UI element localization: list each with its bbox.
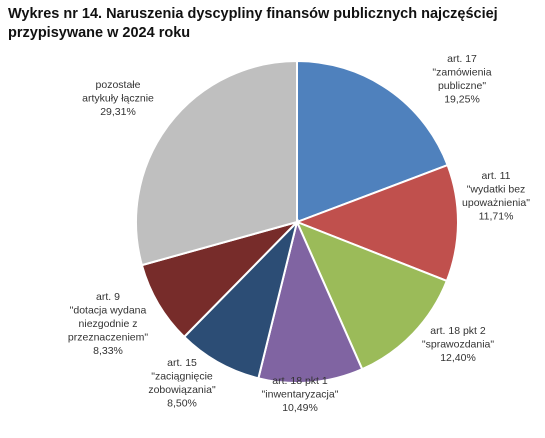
slice-label-line: publiczne" (438, 80, 486, 92)
slice-label-line: art. 9 (96, 291, 120, 303)
slice-label-line: "zaciągnięcie (151, 371, 213, 383)
slice-label-line: niezgodnie z (79, 318, 138, 330)
chart-title-line-2: przypisywane w 2024 roku (8, 25, 191, 41)
slice-label-5: art. 15 "zaciągnięcie zobowiązania" 8,50% (148, 357, 216, 410)
slice-label-line: "dotacja wydana (70, 305, 147, 317)
slice-label-line: "zamówienia (432, 67, 491, 79)
slice-value-label: 10,49% (282, 402, 318, 414)
slice-label-1: art. 17 "zamówienia publiczne" 19,25% (432, 53, 491, 106)
slice-value-label: 12,40% (440, 352, 476, 364)
slice-value-label: 11,71% (479, 211, 514, 223)
pie-slice-5 (182, 218, 299, 380)
pie-slice-2 (294, 163, 459, 283)
slice-value-label: 8,50% (167, 398, 197, 410)
slice-label-line: "inwentaryzacja" (262, 389, 339, 401)
chart-title: Wykres nr 14. Naruszenia dyscypliny fina… (8, 5, 538, 43)
pie-slice-7 (135, 59, 298, 267)
slice-label-line: przeznaczeniem" (68, 332, 148, 344)
chart-title-line-1: Wykres nr 14. Naruszenia dyscypliny fina… (8, 6, 498, 22)
slice-label-line: "sprawozdania" (422, 339, 495, 351)
pie-slice-1 (296, 59, 449, 224)
slice-label-3: art. 18 pkt 2 "sprawozdania" 12,40% (422, 325, 495, 364)
slice-label-7: pozostałe artykuły łącznie 29,31% (82, 79, 154, 118)
pie-slice-3 (295, 220, 449, 371)
slice-label-line: art. 11 (482, 170, 511, 182)
slice-value-label: 29,31% (100, 106, 136, 118)
slice-label-line: pozostałe (96, 79, 141, 91)
slice-label-line: upoważnienia" (462, 197, 530, 209)
slice-label-4: art. 18 pkt 1 "inwentaryzacja" 10,49% (262, 375, 339, 414)
slice-label-line: art. 17 (447, 53, 477, 65)
pie-slice-4 (257, 218, 364, 385)
slice-label-line: artykuły łącznie (82, 93, 154, 105)
slice-label-line: "wydatki bez (467, 184, 526, 196)
slice-label-line: art. 15 (167, 357, 197, 369)
slice-value-label: 19,25% (444, 94, 480, 106)
slice-label-line: zobowiązania" (148, 384, 216, 396)
slice-label-2: art. 11 "wydatki bez upoważnienia" 11,71% (462, 170, 530, 223)
slice-label-6: art. 9 "dotacja wydana niezgodnie z przezna… (68, 291, 148, 357)
slice-label-line: art. 18 pkt 1 (272, 375, 328, 387)
slice-value-label: 8,33% (93, 345, 123, 357)
slice-label-line: art. 18 pkt 2 (430, 325, 486, 337)
